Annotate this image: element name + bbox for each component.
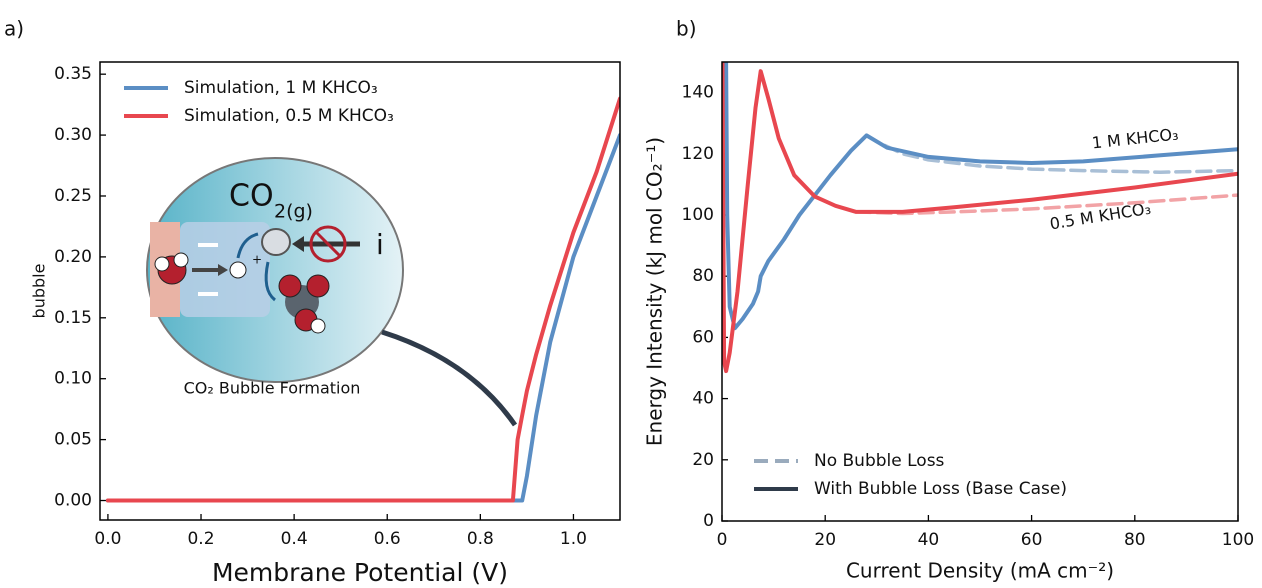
y-tick-label: 0.25 — [54, 186, 92, 206]
inset-arrow — [236, 232, 259, 259]
y-tick-label: 140 — [682, 83, 714, 103]
x-tick-label: 0.2 — [187, 529, 214, 549]
inset-charge: + — [252, 253, 262, 267]
y-tick-label: 0 — [703, 511, 714, 531]
y-tick-label: 0.30 — [54, 125, 92, 145]
legend-label: Simulation, 0.5 M KHCO₃ — [184, 106, 394, 126]
y-axis-label: Energy Intensity (kJ mol CO₂⁻¹) — [643, 137, 667, 446]
inset-caption: CO₂ Bubble Formation — [184, 379, 361, 398]
x-tick-label: 0.0 — [94, 529, 121, 549]
inset-arrow — [292, 236, 304, 252]
x-axis-label: Membrane Potential (V) — [212, 558, 508, 587]
x-tick-label: 100 — [1222, 530, 1254, 550]
inset-pointer — [381, 329, 518, 427]
inset-molecule — [173, 252, 189, 268]
inset-forbidden — [309, 225, 347, 263]
inset-bubble — [146, 157, 404, 383]
series-line — [854, 193, 1238, 216]
lines — [722, 62, 1238, 374]
y-tick-label: 0.15 — [54, 308, 92, 328]
inset-molecule — [278, 274, 302, 298]
x-tick-label: 0.8 — [467, 529, 494, 549]
panel-label: a) — [4, 17, 24, 41]
plot-0: 0.00 0.05 0.10 0.15 0.20 0.25 0.30 0.35 0.0 0.2 0.… — [4, 17, 621, 587]
inset-formula-sub: 2(g) — [274, 201, 313, 223]
legend-label: No Bubble Loss — [814, 451, 945, 471]
x-tick-label: 1.0 — [560, 529, 587, 549]
inset-proton — [229, 261, 247, 279]
x-tick-label: 0.6 — [374, 529, 401, 549]
y-tick-label: 0.35 — [54, 64, 92, 84]
inset-current: i — [376, 228, 384, 261]
legend-label: With Bubble Loss (Base Case) — [814, 479, 1067, 499]
lines — [105, 96, 620, 503]
panel-label: b) — [676, 17, 697, 41]
y-tick-label: 20 — [692, 450, 714, 470]
x-tick-label: 0 — [717, 530, 728, 550]
series-line — [724, 62, 1238, 331]
y-tick-label: 40 — [692, 389, 714, 409]
x-tick-label: 40 — [918, 530, 940, 550]
inset-molecule — [306, 274, 330, 298]
line-label: 1 M KHCO₃ — [1091, 124, 1179, 152]
y-tick-label: 120 — [682, 144, 714, 164]
inset-molecule — [310, 318, 326, 334]
inset: CO 2(g) i + CO₂ Bubble Formation — [146, 157, 518, 427]
inset-arrow — [264, 261, 277, 302]
y-tick-label: 60 — [692, 327, 714, 347]
inset-formula: CO — [229, 179, 274, 214]
y-tick-label: 100 — [682, 205, 714, 225]
inset-arrow — [218, 264, 228, 276]
y-tick-label: 80 — [692, 266, 714, 286]
inset-gas — [261, 228, 291, 256]
axes-frame — [721, 61, 1239, 522]
legend-label: Simulation, 1 M KHCO₃ — [184, 78, 378, 98]
x-tick-label: 0.4 — [281, 529, 308, 549]
x-tick-label: 20 — [814, 530, 836, 550]
series-line — [722, 62, 1238, 374]
inset-molecule — [154, 256, 170, 272]
plot-1: 0 20 40 60 80 100 120 140 0 20 40 60 80 100 b) Current … — [643, 17, 1255, 583]
x-axis-label: Current Density (mA cm⁻²) — [846, 559, 1114, 583]
y-tick-label: 0.20 — [54, 247, 92, 267]
y-tick-label: 0.00 — [54, 491, 92, 511]
series-line — [105, 96, 620, 503]
axes-frame — [99, 61, 621, 521]
x-tick-label: 60 — [1021, 530, 1043, 550]
y-tick-label: 0.05 — [54, 430, 92, 450]
y-axis-label: bubble — [30, 264, 49, 319]
inset-forbidden — [314, 230, 342, 258]
y-tick-label: 0.10 — [54, 369, 92, 389]
x-tick-label: 80 — [1124, 530, 1146, 550]
